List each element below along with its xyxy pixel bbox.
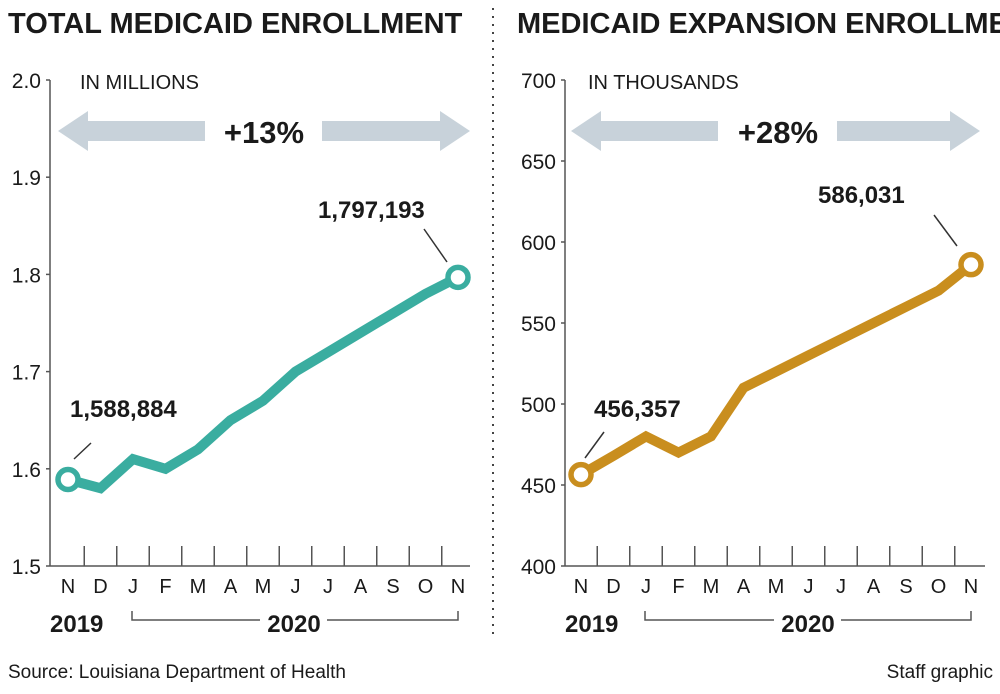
left-start-leader <box>73 442 92 460</box>
right-year-2020: 2020 <box>781 611 834 638</box>
left-arrow-right <box>322 111 470 151</box>
left-chart-marks: 2.01.91.81.71.61.5N D J F M A M J J A S O N <box>12 70 471 598</box>
right-x-tick-label: J <box>836 576 846 598</box>
left-y-tick-label: 1.7 <box>12 362 41 385</box>
right-start-point <box>568 461 594 488</box>
left-y-tick-label: 1.9 <box>12 167 41 190</box>
right-end-point <box>958 251 984 278</box>
left-start-point <box>55 466 81 493</box>
right-y-tick-label: 700 <box>521 70 556 93</box>
left-x-tick-label: J <box>291 576 301 598</box>
left-x-tick-label: F <box>159 576 171 598</box>
right-end-leader <box>933 214 958 247</box>
left-y-tick-label: 1.8 <box>12 264 41 287</box>
right-start-leader <box>584 431 605 459</box>
right-end-value-label: 586,031 <box>818 182 905 209</box>
left-year-bracket-right <box>327 611 459 621</box>
right-x-tick-label: A <box>737 576 751 598</box>
right-year-2019: 2019 <box>565 611 618 638</box>
left-year-2020: 2020 <box>267 611 320 638</box>
left-start-value-label: 1,588,884 <box>70 396 177 423</box>
right-x-tick-label: N <box>964 576 978 598</box>
right-start-value-label: 456,357 <box>594 396 681 423</box>
right-x-tick-label: A <box>867 576 881 598</box>
left-series-line <box>66 272 461 494</box>
right-unit-label: IN THOUSANDS <box>588 72 739 94</box>
right-x-tick-label: F <box>672 576 684 598</box>
left-x-tick-label: J <box>323 576 333 598</box>
left-x-tick-label: S <box>386 576 399 598</box>
left-y-tick-label: 1.6 <box>12 459 41 482</box>
left-year-2019: 2019 <box>50 611 103 638</box>
left-unit-label: IN MILLIONS <box>80 72 199 94</box>
left-change-arrow <box>58 111 470 151</box>
right-change-label: +28% <box>738 115 818 150</box>
right-y-tick-label: 650 <box>521 151 556 174</box>
left-x-tick-label: M <box>190 576 207 598</box>
right-x-tick-label: M <box>768 576 785 598</box>
left-y-tick-label: 1.5 <box>12 556 41 579</box>
right-x-tick-label: J <box>804 576 814 598</box>
right-change-arrow <box>571 111 980 151</box>
right-y-tick-label: 600 <box>521 232 556 255</box>
right-x-tick-label: J <box>641 576 651 598</box>
right-chart-title: MEDICAID EXPANSION ENROLLMENT <box>517 8 1000 40</box>
right-year-bracket-right <box>841 611 972 621</box>
right-arrow-left <box>571 111 718 151</box>
right-x-tick-label: N <box>574 576 588 598</box>
right-x-tick-label: M <box>703 576 720 598</box>
left-x-tick-label: D <box>93 576 107 598</box>
right-arrow-right <box>837 111 980 151</box>
right-year-bracket-left <box>644 611 774 621</box>
source-note: Source: Louisiana Department of Health <box>8 662 346 683</box>
credit-note: Staff graphic <box>887 662 993 683</box>
left-chart-title: TOTAL MEDICAID ENROLLMENT <box>8 8 463 40</box>
left-x-tick-label: A <box>224 576 238 598</box>
right-y-tick-label: 550 <box>521 313 556 336</box>
left-x-tick-label: O <box>418 576 434 598</box>
left-year-bracket-left <box>131 611 260 621</box>
left-x-tick-label: M <box>255 576 272 598</box>
right-y-tick-label: 400 <box>521 556 556 579</box>
left-end-value-label: 1,797,193 <box>318 197 425 224</box>
left-change-label: +13% <box>224 115 304 150</box>
left-y-tick-label: 2.0 <box>12 70 41 93</box>
right-x-tick-label: O <box>931 576 947 598</box>
left-x-tick-label: N <box>451 576 465 598</box>
left-x-tick-label: N <box>61 576 75 598</box>
right-y-tick-label: 450 <box>521 475 556 498</box>
right-x-tick-label: S <box>899 576 912 598</box>
left-x-tick-label: A <box>354 576 368 598</box>
right-x-tick-label: D <box>606 576 620 598</box>
left-arrow-left <box>58 111 205 151</box>
left-end-leader <box>423 228 448 263</box>
left-end-point <box>445 264 471 291</box>
right-y-tick-label: 500 <box>521 394 556 417</box>
left-x-tick-label: J <box>128 576 138 598</box>
right-series-line <box>578 260 975 479</box>
